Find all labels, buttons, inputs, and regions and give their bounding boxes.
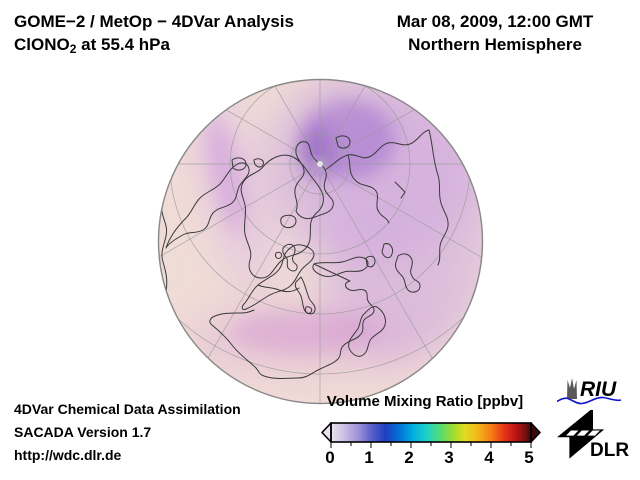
svg-text:DLR: DLR [590, 440, 629, 460]
svg-text:RIU: RIU [580, 378, 617, 401]
